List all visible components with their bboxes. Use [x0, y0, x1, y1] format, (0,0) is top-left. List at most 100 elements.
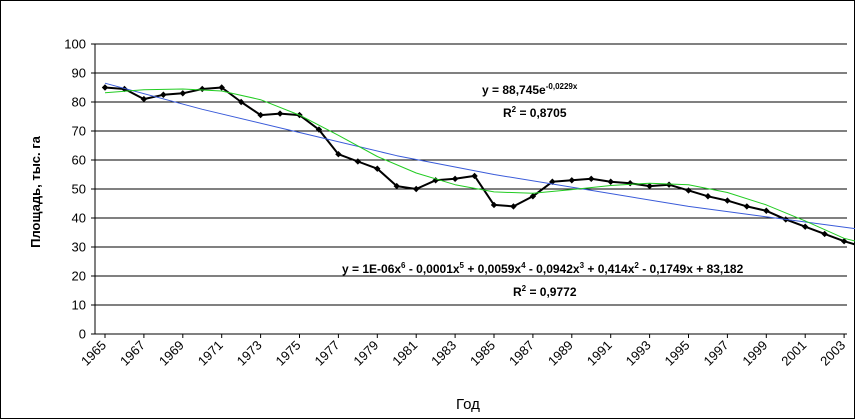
data-point-marker	[257, 111, 264, 119]
data-point-marker	[315, 126, 323, 133]
x-tick-labels: 1965 1967 1969 1971 1973 1975 1977 1979 1981 1983…	[78, 338, 848, 369]
data-point-marker	[140, 95, 148, 103]
y-tick-label: 80	[72, 95, 86, 110]
x-tick-label: 1971	[195, 338, 226, 369]
x-tick-label: 1999	[739, 338, 770, 369]
y-tick-label: 30	[72, 240, 86, 255]
data-point-marker	[568, 177, 575, 184]
exp-equation-base: y = 88,745e	[482, 83, 546, 97]
y-tick-label: 10	[72, 298, 86, 313]
poly-eq-part2: - 0,0001x	[406, 262, 460, 276]
x-axis-title: Год	[456, 396, 480, 413]
poly-eq-part3: + 0,0059x	[464, 262, 521, 276]
data-point-marker	[646, 182, 653, 190]
data-point-marker	[802, 223, 809, 230]
axes	[91, 43, 847, 338]
data-point-marker	[704, 193, 712, 200]
data-point-marker	[374, 165, 381, 172]
exp-r2-sup: 2	[512, 105, 517, 114]
polynomial-trend-line	[104, 88, 855, 242]
data-point-marker	[335, 151, 342, 158]
x-tick-label: 1985	[467, 338, 498, 369]
exp-r2-value: = 0,8705	[516, 106, 567, 120]
poly-r2-value: = 0,9772	[526, 285, 577, 299]
data-point-marker	[179, 90, 186, 97]
x-tick-label: 1977	[311, 338, 342, 369]
series-layer	[101, 82, 855, 246]
poly-eq-sup3: 3	[580, 261, 585, 270]
data-point-marker	[743, 203, 751, 210]
data-point-marker	[510, 203, 517, 210]
poly-eq-sup2: 2	[634, 261, 639, 270]
data-point-marker	[218, 84, 225, 91]
poly-eq-part4: - 0,0942x	[526, 262, 580, 276]
exp-equation-label: y = 88,745e-0,0229x	[482, 82, 578, 97]
data-point-marker	[549, 178, 556, 185]
exponential-trend-line	[104, 82, 855, 230]
data-point-marker	[529, 193, 537, 200]
data-point-marker	[276, 110, 284, 117]
poly-eq-part5: + 0,414x	[584, 262, 635, 276]
y-tick-label: 90	[72, 66, 86, 81]
x-tick-label: 2003	[817, 338, 848, 369]
exp-equation-exponent: -0,0229x	[546, 82, 578, 91]
gridlines	[95, 43, 847, 306]
data-point-marker	[821, 230, 828, 238]
poly-r2-r: R	[513, 285, 522, 299]
data-point-marker	[413, 185, 420, 193]
y-axis-title: Площадь, тыс. га	[28, 135, 43, 248]
x-tick-label: 1965	[78, 338, 109, 369]
data-line	[104, 86, 855, 246]
x-tick-label: 1997	[700, 338, 731, 369]
y-tick-label: 60	[72, 153, 86, 168]
poly-eq-part6: - 0,1749x + 83,182	[639, 262, 744, 276]
y-tick-label: 40	[72, 211, 86, 226]
data-point-marker	[724, 197, 731, 204]
x-tick-label: 1969	[156, 338, 187, 369]
data-point-marker	[626, 180, 634, 187]
x-tick-label: 1967	[117, 338, 148, 369]
y-tick-label: 20	[72, 269, 86, 284]
x-tick-label: 1991	[584, 338, 615, 369]
poly-r2-label: R2 = 0,9772	[513, 284, 577, 299]
y-tick-label: 50	[72, 182, 86, 197]
poly-eq-sup6: 6	[401, 261, 406, 270]
x-tick-label: 1983	[428, 338, 459, 369]
data-point-marker	[121, 85, 128, 93]
exp-r2-r: R	[503, 106, 512, 120]
x-tick-label: 2001	[778, 338, 809, 369]
data-point-marker	[588, 175, 595, 183]
data-point-marker	[763, 207, 770, 214]
data-point-marker	[451, 175, 459, 183]
data-point-marker	[840, 238, 848, 245]
y-tick-label: 100	[64, 37, 86, 52]
poly-eq-sup4: 4	[521, 261, 526, 270]
exp-r2-label: R2 = 0,8705	[503, 105, 567, 120]
data-point-marker	[607, 178, 614, 185]
data-point-marker	[199, 85, 206, 93]
poly-equation-label: y = 1E-06x6 - 0,0001x5 + 0,0059x4 - 0,09…	[342, 261, 744, 276]
y-tick-label: 0	[79, 327, 86, 342]
y-tick-label: 70	[72, 124, 86, 139]
data-point-marker	[354, 158, 362, 165]
x-tick-label: 1973	[234, 338, 265, 369]
poly-eq-part1: y = 1E-06x	[342, 262, 401, 276]
x-tick-label: 1989	[545, 338, 576, 369]
data-point-marker	[101, 84, 109, 91]
data-point-marker	[665, 181, 673, 188]
poly-r2-sup: 2	[522, 284, 527, 293]
data-point-marker	[160, 91, 167, 98]
data-point-marker	[471, 172, 478, 180]
x-tick-label: 1975	[273, 338, 304, 369]
x-tick-label: 1981	[389, 338, 420, 369]
data-point-marker	[490, 201, 498, 209]
x-tick-label: 1993	[623, 338, 654, 369]
data-point-marker	[237, 98, 245, 106]
x-tick-label: 1987	[506, 338, 537, 369]
poly-eq-sup5: 5	[460, 261, 465, 270]
data-point-marker	[393, 182, 400, 190]
data-point-marker	[685, 187, 692, 194]
x-tick-label: 1979	[350, 338, 381, 369]
x-tick-label: 1995	[662, 338, 693, 369]
